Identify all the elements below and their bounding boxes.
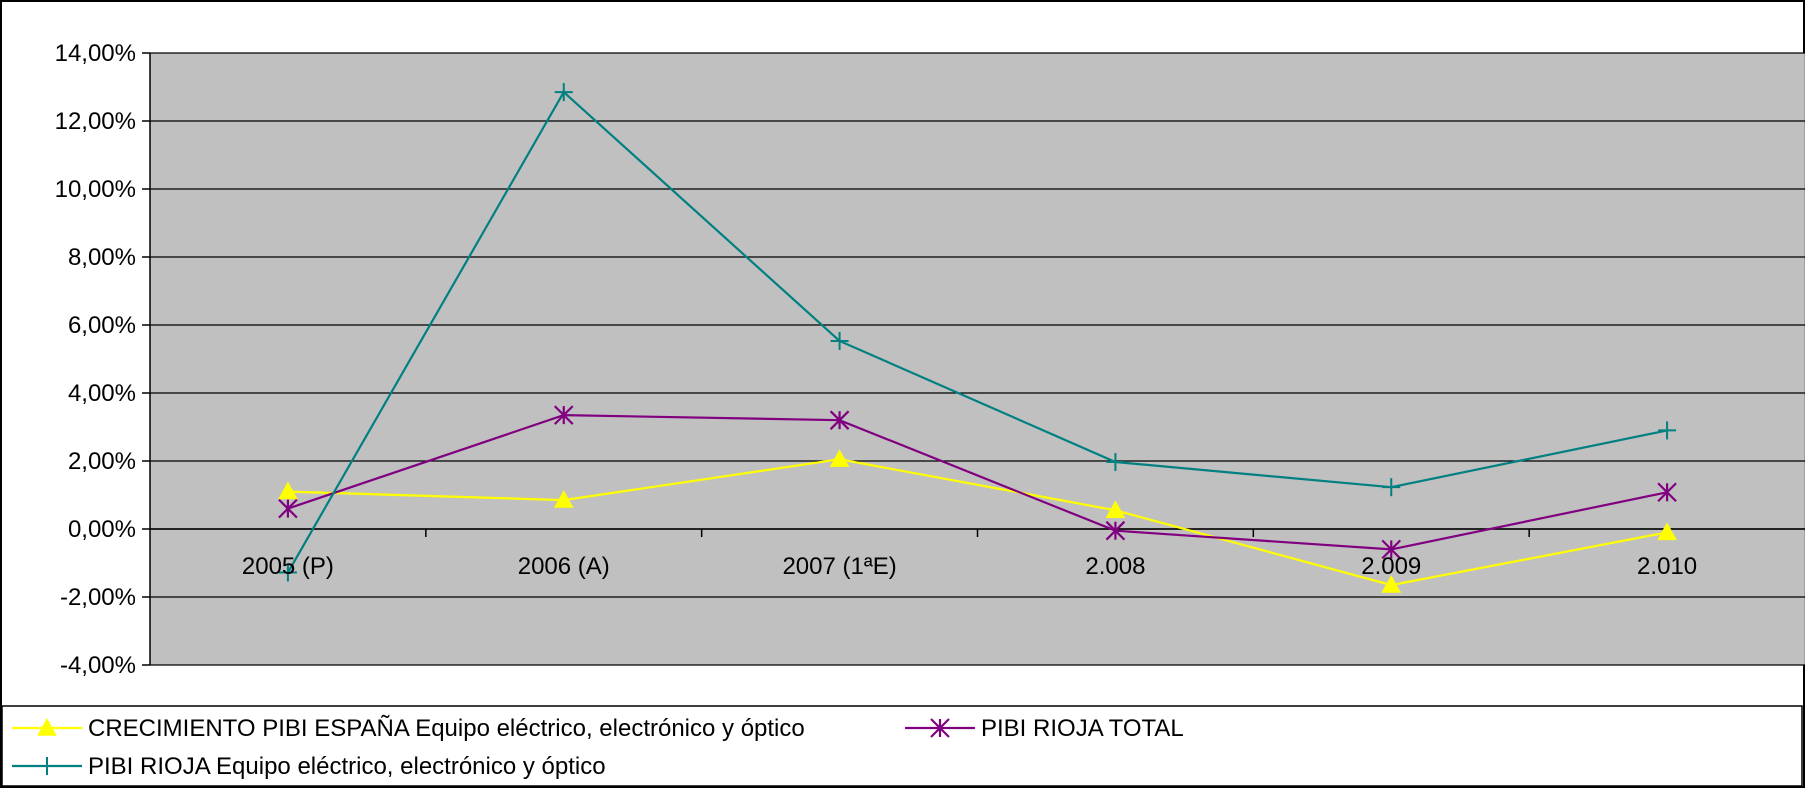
series-1-point-1 (553, 405, 574, 425)
series-2-point-0 (278, 563, 297, 582)
y-tick-label: 4,00% (68, 380, 136, 407)
series-2-point-5 (1658, 421, 1677, 440)
series-0-point-0 (278, 481, 298, 500)
series-group (278, 83, 1677, 593)
y-tick-label: 8,00% (68, 244, 136, 271)
y-tick-label: 6,00% (68, 312, 136, 339)
axes (142, 52, 1805, 666)
series-line-1 (287, 413, 1668, 551)
x-tick-label: 2.008 (1085, 553, 1145, 580)
x-tick-labels: 2005 (P) 2006 (A) 2007 (1ªE) 2.008 2.009 2.01… (242, 553, 1697, 580)
series-line-2 (286, 90, 1668, 574)
legend-swatch-marker-0 (37, 717, 57, 736)
legend-border (1, 705, 1803, 787)
y-tick-label: 12,00% (55, 108, 136, 135)
series-2-point-1 (554, 83, 573, 102)
series-line-0 (287, 458, 1668, 587)
series-0-point-5 (1657, 522, 1677, 541)
series-1-point-0 (278, 498, 298, 519)
series-2 (278, 83, 1677, 582)
x-tick-label: 2005 (P) (242, 553, 334, 580)
series-1-point-5 (1657, 482, 1677, 503)
plot-area (149, 52, 1805, 666)
y-tick-label: 0,00% (68, 516, 136, 543)
series-0-point-2 (829, 449, 850, 467)
series-0 (278, 449, 1677, 593)
series-0-point-4 (1381, 575, 1402, 593)
gridlines (150, 52, 1805, 666)
x-tick-label: 2007 (1ªE) (782, 553, 896, 580)
series-0-point-1 (553, 490, 574, 508)
legend-swatch-marker-2 (38, 757, 56, 775)
legend-entry-2: PIBI RIOJA Equipo eléctrico, electrónico… (12, 753, 606, 780)
series-2-point-3 (1106, 453, 1125, 472)
series-2-point-2 (830, 331, 849, 350)
legend-entry-0: CRECIMIENTO PIBI ESPAÑA Equipo eléctrico… (12, 715, 805, 742)
legend-label-0: CRECIMIENTO PIBI ESPAÑA Equipo eléctrico… (88, 715, 805, 742)
x-tick-label: 2006 (A) (518, 553, 610, 580)
legend-label-2: PIBI RIOJA Equipo eléctrico, electrónico… (88, 753, 606, 780)
x-tick-label: 2.009 (1361, 553, 1421, 580)
series-1-point-3 (1105, 520, 1126, 541)
y-tick-labels: -4,00% -2,00% 0,00% 2,00% 4,00% 6,00% 8,00% 10,… (55, 40, 136, 679)
legend-entry-1: PIBI RIOJA TOTAL (905, 715, 1184, 742)
y-tick-label: 14,00% (55, 40, 136, 67)
legend: CRECIMIENTO PIBI ESPAÑA Equipo eléctrico… (1, 705, 1803, 787)
legend-label-1: PIBI RIOJA TOTAL (981, 715, 1184, 742)
series-1 (278, 405, 1677, 560)
series-1-point-2 (829, 410, 850, 430)
y-tick-label: 10,00% (55, 176, 136, 203)
y-tick-label: 2,00% (68, 448, 136, 475)
x-tick-label: 2.010 (1637, 553, 1697, 580)
series-0-point-3 (1105, 500, 1126, 518)
legend-swatch-marker-1 (930, 718, 950, 738)
y-tick-label: -4,00% (60, 652, 136, 679)
series-2-point-4 (1382, 478, 1401, 497)
series-1-point-4 (1381, 539, 1402, 560)
y-tick-label: -2,00% (60, 584, 136, 611)
